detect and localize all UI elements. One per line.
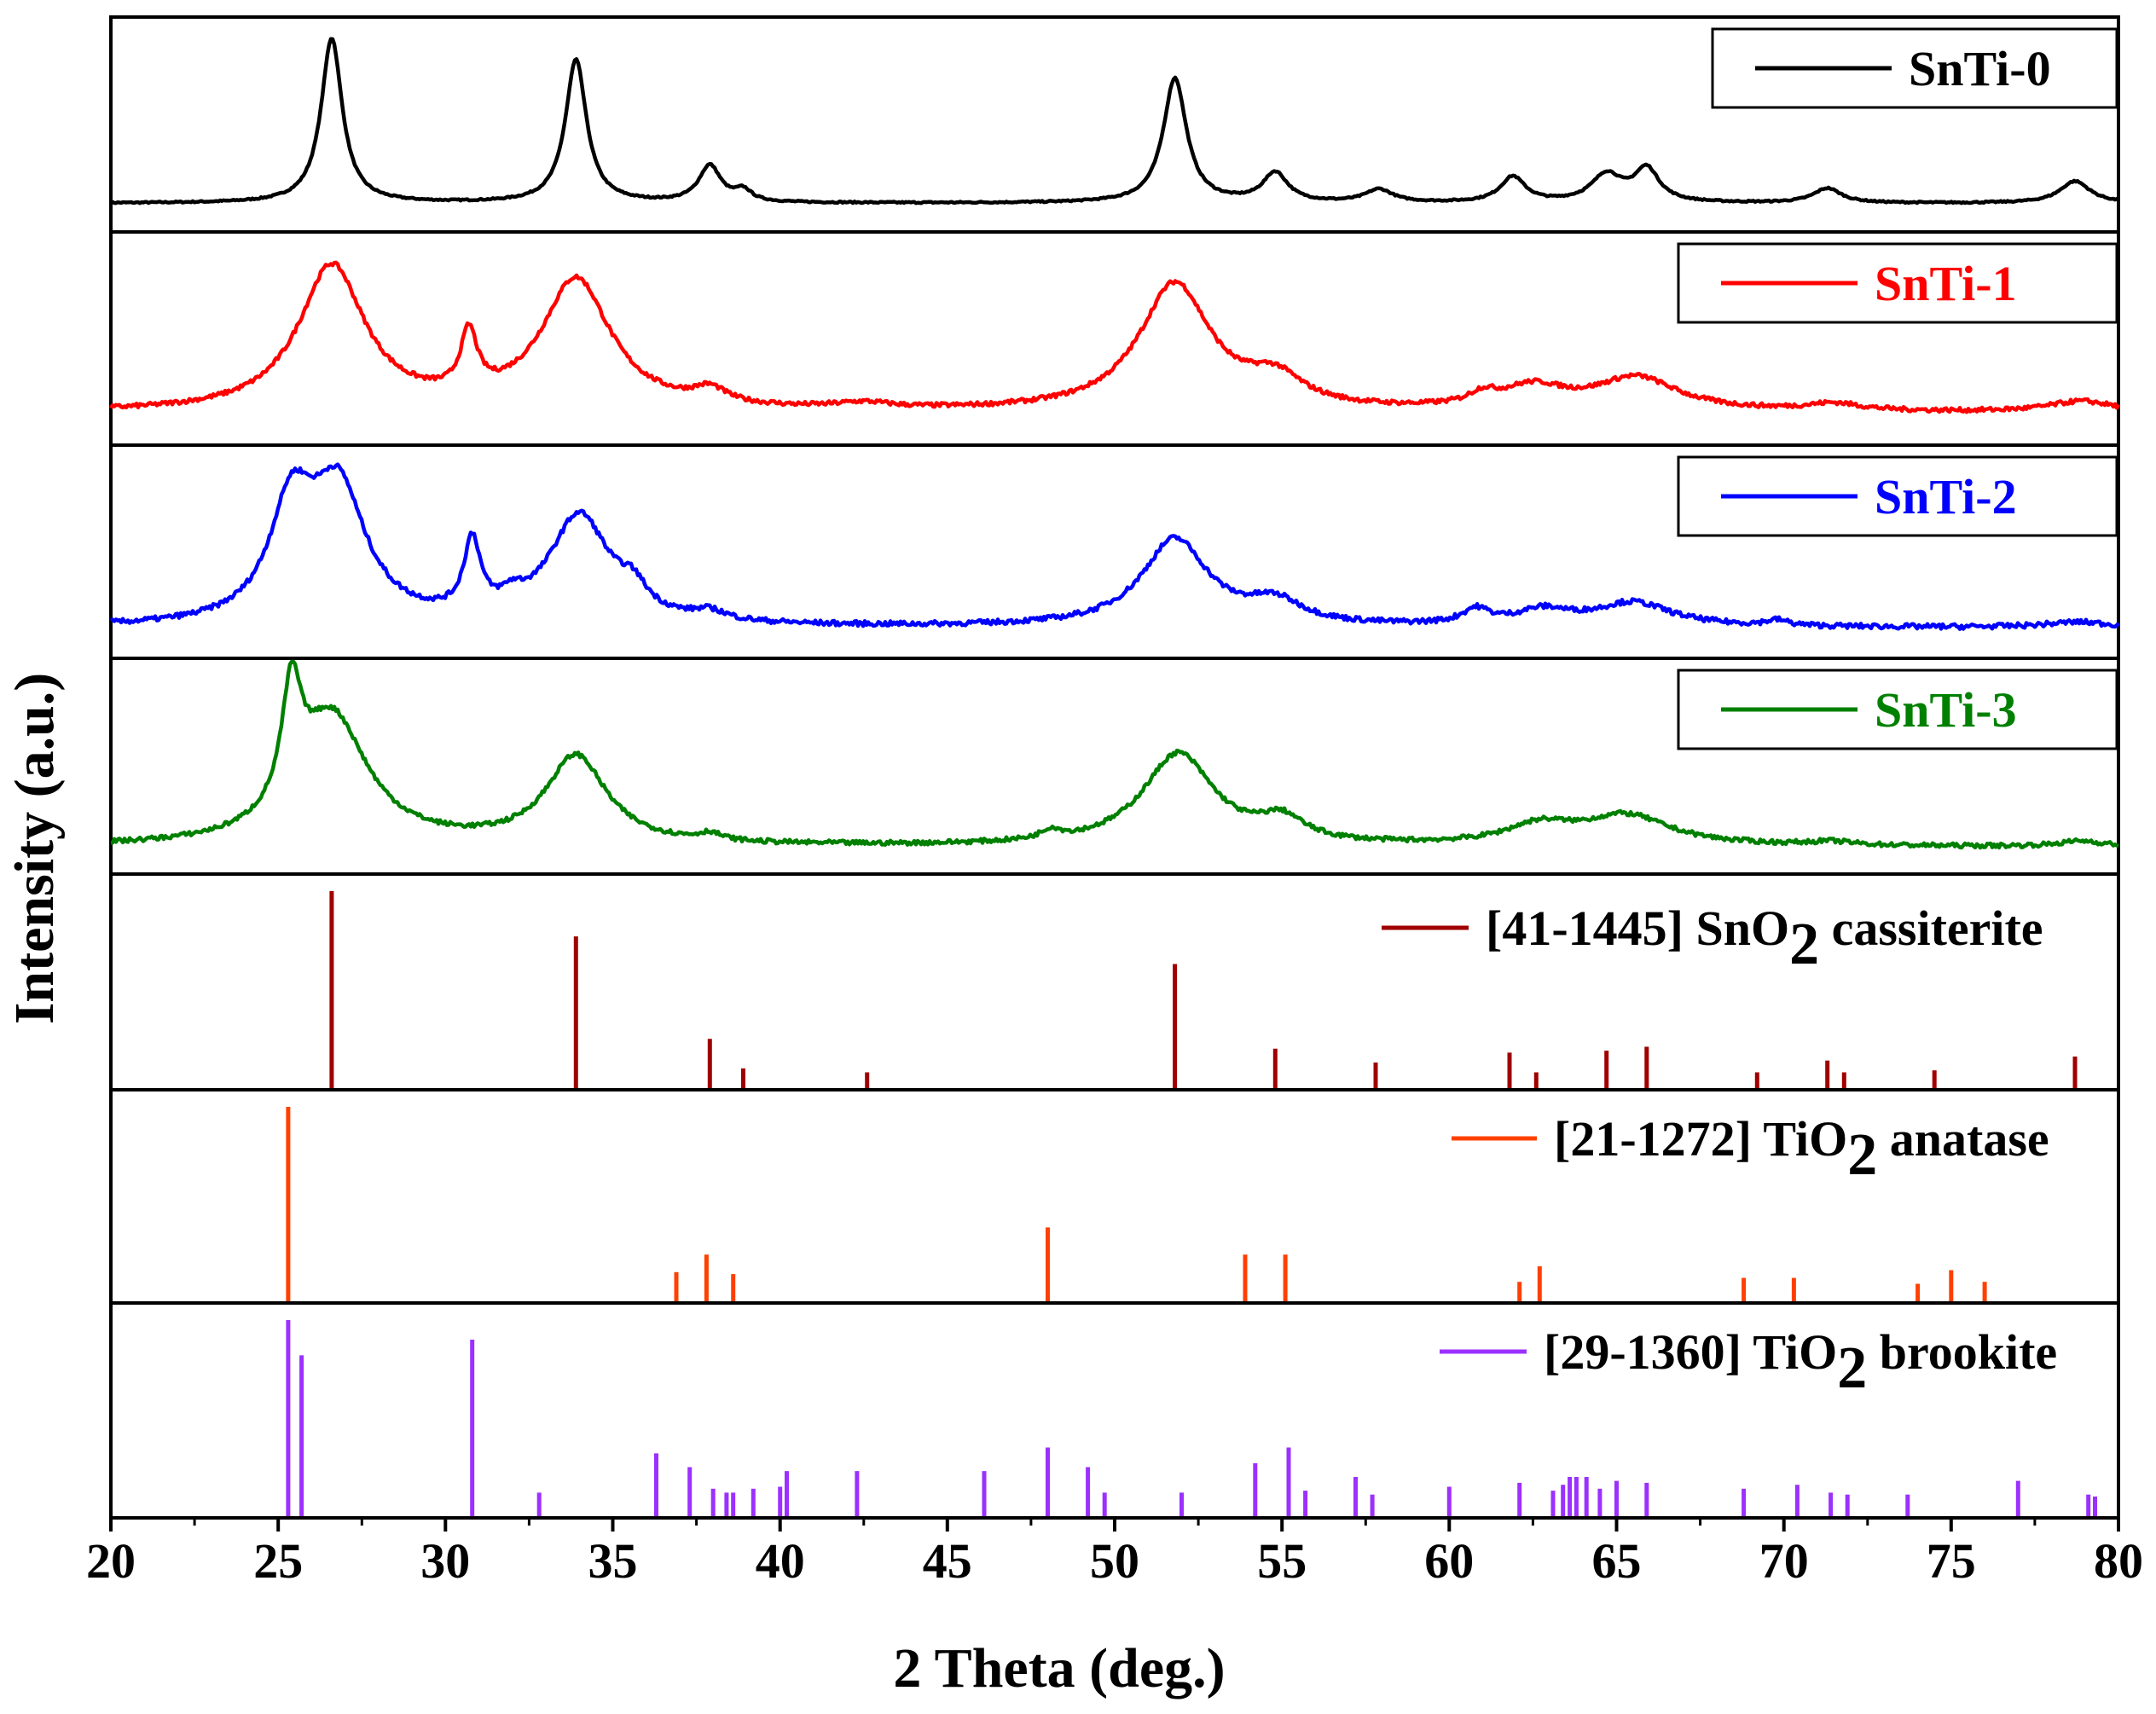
- x-tick-label-80: 80: [2094, 1533, 2143, 1589]
- x-tick-label-25: 25: [253, 1533, 303, 1589]
- x-tick-label-35: 35: [588, 1533, 638, 1589]
- x-tick-label-30: 30: [420, 1533, 470, 1589]
- series-line-snti-3: [110, 659, 2119, 850]
- series-line-snti-1: [109, 260, 2120, 414]
- x-tick-label-40: 40: [756, 1533, 805, 1589]
- x-tick-label-75: 75: [1927, 1533, 1976, 1589]
- x-tick-label-20: 20: [86, 1533, 136, 1589]
- x-axis-title: 2 Theta (deg.): [893, 1637, 1225, 1700]
- legend-label-snti-1: SnTi-1: [1875, 256, 2017, 311]
- legend-label-snti-3: SnTi-3: [1875, 682, 2017, 738]
- series-line-snti-2: [109, 462, 2120, 631]
- ref-legend-label-2: [21-1272] TiO2 anatase: [1554, 1111, 2049, 1188]
- x-tick-label-45: 45: [923, 1533, 972, 1589]
- ref-legend-label-3: [29-1360] TiO2 brookite: [1544, 1324, 2057, 1401]
- x-tick-label-60: 60: [1424, 1533, 1474, 1589]
- x-tick-label-50: 50: [1090, 1533, 1139, 1589]
- panel-frame-5: [109, 872, 2120, 1092]
- x-tick-label-55: 55: [1257, 1533, 1307, 1589]
- reference-layer: [41-1445] SnO2 cassiterite [21-1272] TiO2…: [286, 891, 2097, 1516]
- ref-legend-label-1: [41-1445] SnO2 cassiterite: [1486, 900, 2043, 977]
- x-axis: 20 25 30 35 40 45 50 55 60 65 70 75 80: [86, 1518, 2143, 1589]
- y-axis-title: Intensity (a.u.): [3, 673, 66, 1025]
- panels: [109, 15, 2120, 1520]
- x-tick-label-65: 65: [1592, 1533, 1642, 1589]
- legend-label-snti-0: SnTi-0: [1909, 41, 2051, 96]
- series-line-snti-0: [109, 37, 2120, 206]
- series-layer: [109, 37, 2120, 850]
- x-tick-label-70: 70: [1759, 1533, 1809, 1589]
- legend-label-snti-2: SnTi-2: [1875, 469, 2017, 524]
- legends: SnTi-0 SnTi-1 SnTi-2 SnTi-3: [1677, 27, 2118, 750]
